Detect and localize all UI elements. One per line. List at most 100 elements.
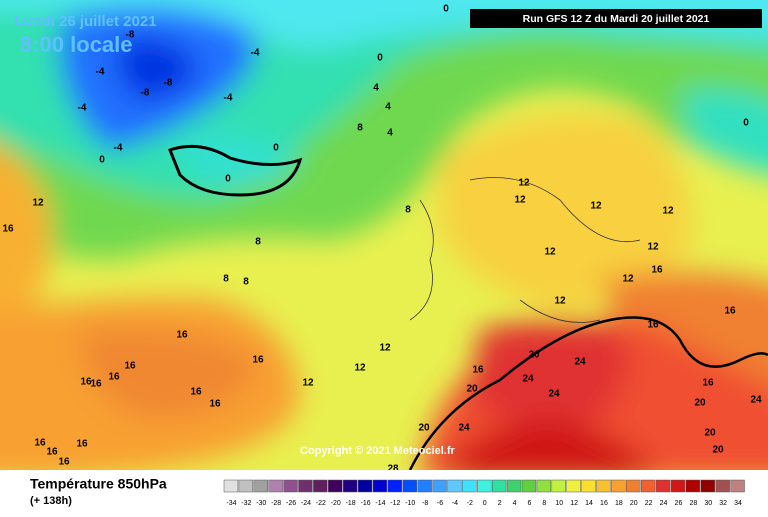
legend-label: -12 — [390, 500, 400, 507]
legend-swatch — [402, 479, 417, 493]
contour-label: 12 — [544, 247, 556, 258]
legend-swatch — [238, 479, 254, 493]
contour-label: 24 — [574, 357, 586, 368]
run-box — [470, 9, 762, 28]
legend-swatch — [700, 479, 715, 493]
contour-label: 12 — [379, 343, 391, 354]
contour-label: -4 — [251, 48, 260, 59]
legend-swatch — [268, 479, 283, 493]
contour-label: 4 — [387, 128, 393, 139]
legend-swatch — [566, 479, 581, 493]
contour-label: -4 — [114, 143, 123, 154]
legend-label: -10 — [405, 500, 415, 507]
contour-label: 12 — [622, 274, 634, 285]
contour-label: 24 — [458, 423, 470, 434]
contour-label: 0 — [225, 174, 231, 185]
legend-label: -32 — [241, 500, 251, 507]
contour-label: 0 — [377, 53, 383, 64]
legend-label: 18 — [615, 500, 623, 507]
legend-label: 0 — [483, 500, 487, 507]
contour-label: -8 — [164, 78, 173, 89]
legend-label: -26 — [286, 500, 296, 507]
legend-label: -22 — [316, 500, 326, 507]
contour-label: -8 — [141, 88, 150, 99]
legend-swatch — [372, 479, 388, 493]
contour-label: 16 — [124, 361, 136, 372]
contour-label: 16 — [190, 387, 202, 398]
contour-label: 12 — [32, 198, 44, 209]
legend-label: 24 — [660, 500, 668, 507]
legend-swatch — [506, 479, 522, 493]
legend-swatch — [521, 479, 537, 493]
contour-label: 12 — [514, 195, 526, 206]
legend-swatch — [357, 479, 373, 493]
contour-label: 24 — [522, 374, 534, 385]
contour-label: 12 — [590, 201, 602, 212]
legend-label: 34 — [734, 500, 742, 507]
legend-swatch — [417, 479, 432, 493]
legend-swatch — [655, 479, 671, 493]
contour-label: 24 — [548, 389, 560, 400]
forecast-time: 8:00 locale — [20, 32, 133, 57]
legend-swatch — [611, 479, 626, 493]
legend-label: 2 — [498, 500, 502, 507]
contour-label: 20 — [466, 384, 478, 395]
legend-swatch — [342, 479, 358, 493]
legend-swatch — [462, 479, 477, 493]
legend-swatch — [670, 479, 686, 493]
legend-swatch — [685, 479, 701, 493]
contour-label: 12 — [647, 242, 659, 253]
legend-swatch — [223, 479, 239, 493]
contour-label: 24 — [750, 395, 762, 406]
contour-label: 16 — [176, 330, 188, 341]
legend-swatch — [596, 479, 611, 493]
forecast-date: Lundi 26 juillet 2021 — [14, 13, 157, 30]
footer-lead: (+ 138h) — [30, 495, 72, 507]
temperature-field — [0, 0, 768, 470]
legend-swatch — [387, 479, 403, 493]
legend-label: 12 — [570, 500, 578, 507]
contour-label: 8 — [255, 237, 261, 248]
legend-label: -30 — [256, 500, 266, 507]
legend-label: 10 — [555, 500, 563, 507]
contour-label: 12 — [662, 206, 674, 217]
contour-label: 16 — [80, 377, 92, 388]
contour-label: 8 — [357, 123, 363, 134]
contour-label: 20 — [418, 423, 430, 434]
legend-swatch — [477, 479, 492, 493]
run-info: Run GFS 12 Z du Mardi 20 juillet 2021 — [523, 13, 710, 25]
legend-label: 8 — [542, 500, 546, 507]
contour-label: 16 — [724, 306, 736, 317]
legend-swatch — [447, 479, 462, 493]
legend-label: 16 — [600, 500, 608, 507]
contour-label: 0 — [273, 143, 279, 154]
contour-label: 16 — [647, 320, 659, 331]
contour-label: 16 — [472, 365, 484, 376]
contour-label: 4 — [373, 83, 379, 94]
legend-swatch — [551, 479, 566, 493]
legend-label: 32 — [719, 500, 727, 507]
contour-label: 16 — [34, 438, 46, 449]
contour-label: 4 — [385, 102, 391, 113]
legend-swatch — [491, 479, 507, 493]
legend-label: 14 — [585, 500, 593, 507]
contour-label: 12 — [354, 363, 366, 374]
contour-label: 20 — [528, 350, 540, 361]
legend-swatch — [253, 479, 268, 493]
contour-label: 12 — [302, 378, 314, 389]
contour-label: 16 — [46, 447, 58, 458]
legend-swatch — [626, 479, 641, 493]
contour-line — [168, 144, 303, 197]
contour-label: 16 — [90, 379, 102, 390]
legend-swatch — [328, 479, 343, 493]
contour-label: 16 — [209, 399, 221, 410]
contour-label: -8 — [126, 30, 135, 41]
contour-label: 20 — [704, 428, 716, 439]
legend-label: 6 — [527, 500, 531, 507]
contour-label: 8 — [223, 274, 229, 285]
legend-label: -24 — [301, 500, 311, 507]
contour-label: 8 — [243, 277, 249, 288]
